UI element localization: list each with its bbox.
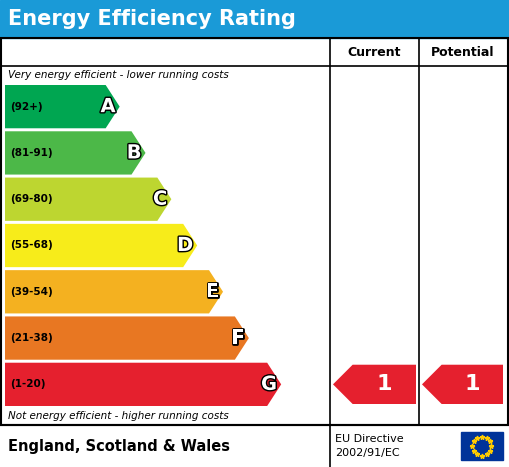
Text: G: G — [261, 375, 277, 394]
Text: (55-68): (55-68) — [10, 241, 53, 250]
Text: (1-20): (1-20) — [10, 379, 45, 389]
Text: Very energy efficient - lower running costs: Very energy efficient - lower running co… — [8, 70, 229, 80]
Bar — [1, 38, 508, 425]
Polygon shape — [5, 177, 172, 221]
Text: England, Scotland & Wales: England, Scotland & Wales — [8, 439, 230, 453]
Text: EU Directive
2002/91/EC: EU Directive 2002/91/EC — [335, 434, 404, 458]
Text: Potential: Potential — [431, 45, 495, 58]
Text: F: F — [232, 329, 245, 347]
Polygon shape — [5, 363, 281, 406]
Text: (92+): (92+) — [10, 102, 43, 112]
Bar — [461, 432, 503, 460]
Text: (39-54): (39-54) — [10, 287, 53, 297]
Text: Not energy efficient - higher running costs: Not energy efficient - higher running co… — [8, 411, 229, 421]
Polygon shape — [5, 224, 197, 267]
Text: 1: 1 — [377, 375, 392, 394]
Text: B: B — [127, 143, 142, 163]
Text: Energy Efficiency Rating: Energy Efficiency Rating — [8, 9, 296, 29]
Text: A: A — [101, 97, 116, 116]
Text: (69-80): (69-80) — [10, 194, 52, 204]
Text: (21-38): (21-38) — [10, 333, 53, 343]
Polygon shape — [5, 131, 146, 175]
Text: D: D — [177, 236, 193, 255]
Text: (81-91): (81-91) — [10, 148, 52, 158]
Polygon shape — [5, 317, 249, 360]
Bar — [0, 0, 509, 38]
Text: 1: 1 — [465, 375, 480, 394]
Polygon shape — [422, 365, 503, 404]
Text: E: E — [206, 282, 219, 301]
Polygon shape — [5, 85, 120, 128]
Polygon shape — [333, 365, 416, 404]
Polygon shape — [5, 270, 223, 313]
Text: C: C — [153, 190, 167, 209]
Text: Current: Current — [348, 45, 401, 58]
